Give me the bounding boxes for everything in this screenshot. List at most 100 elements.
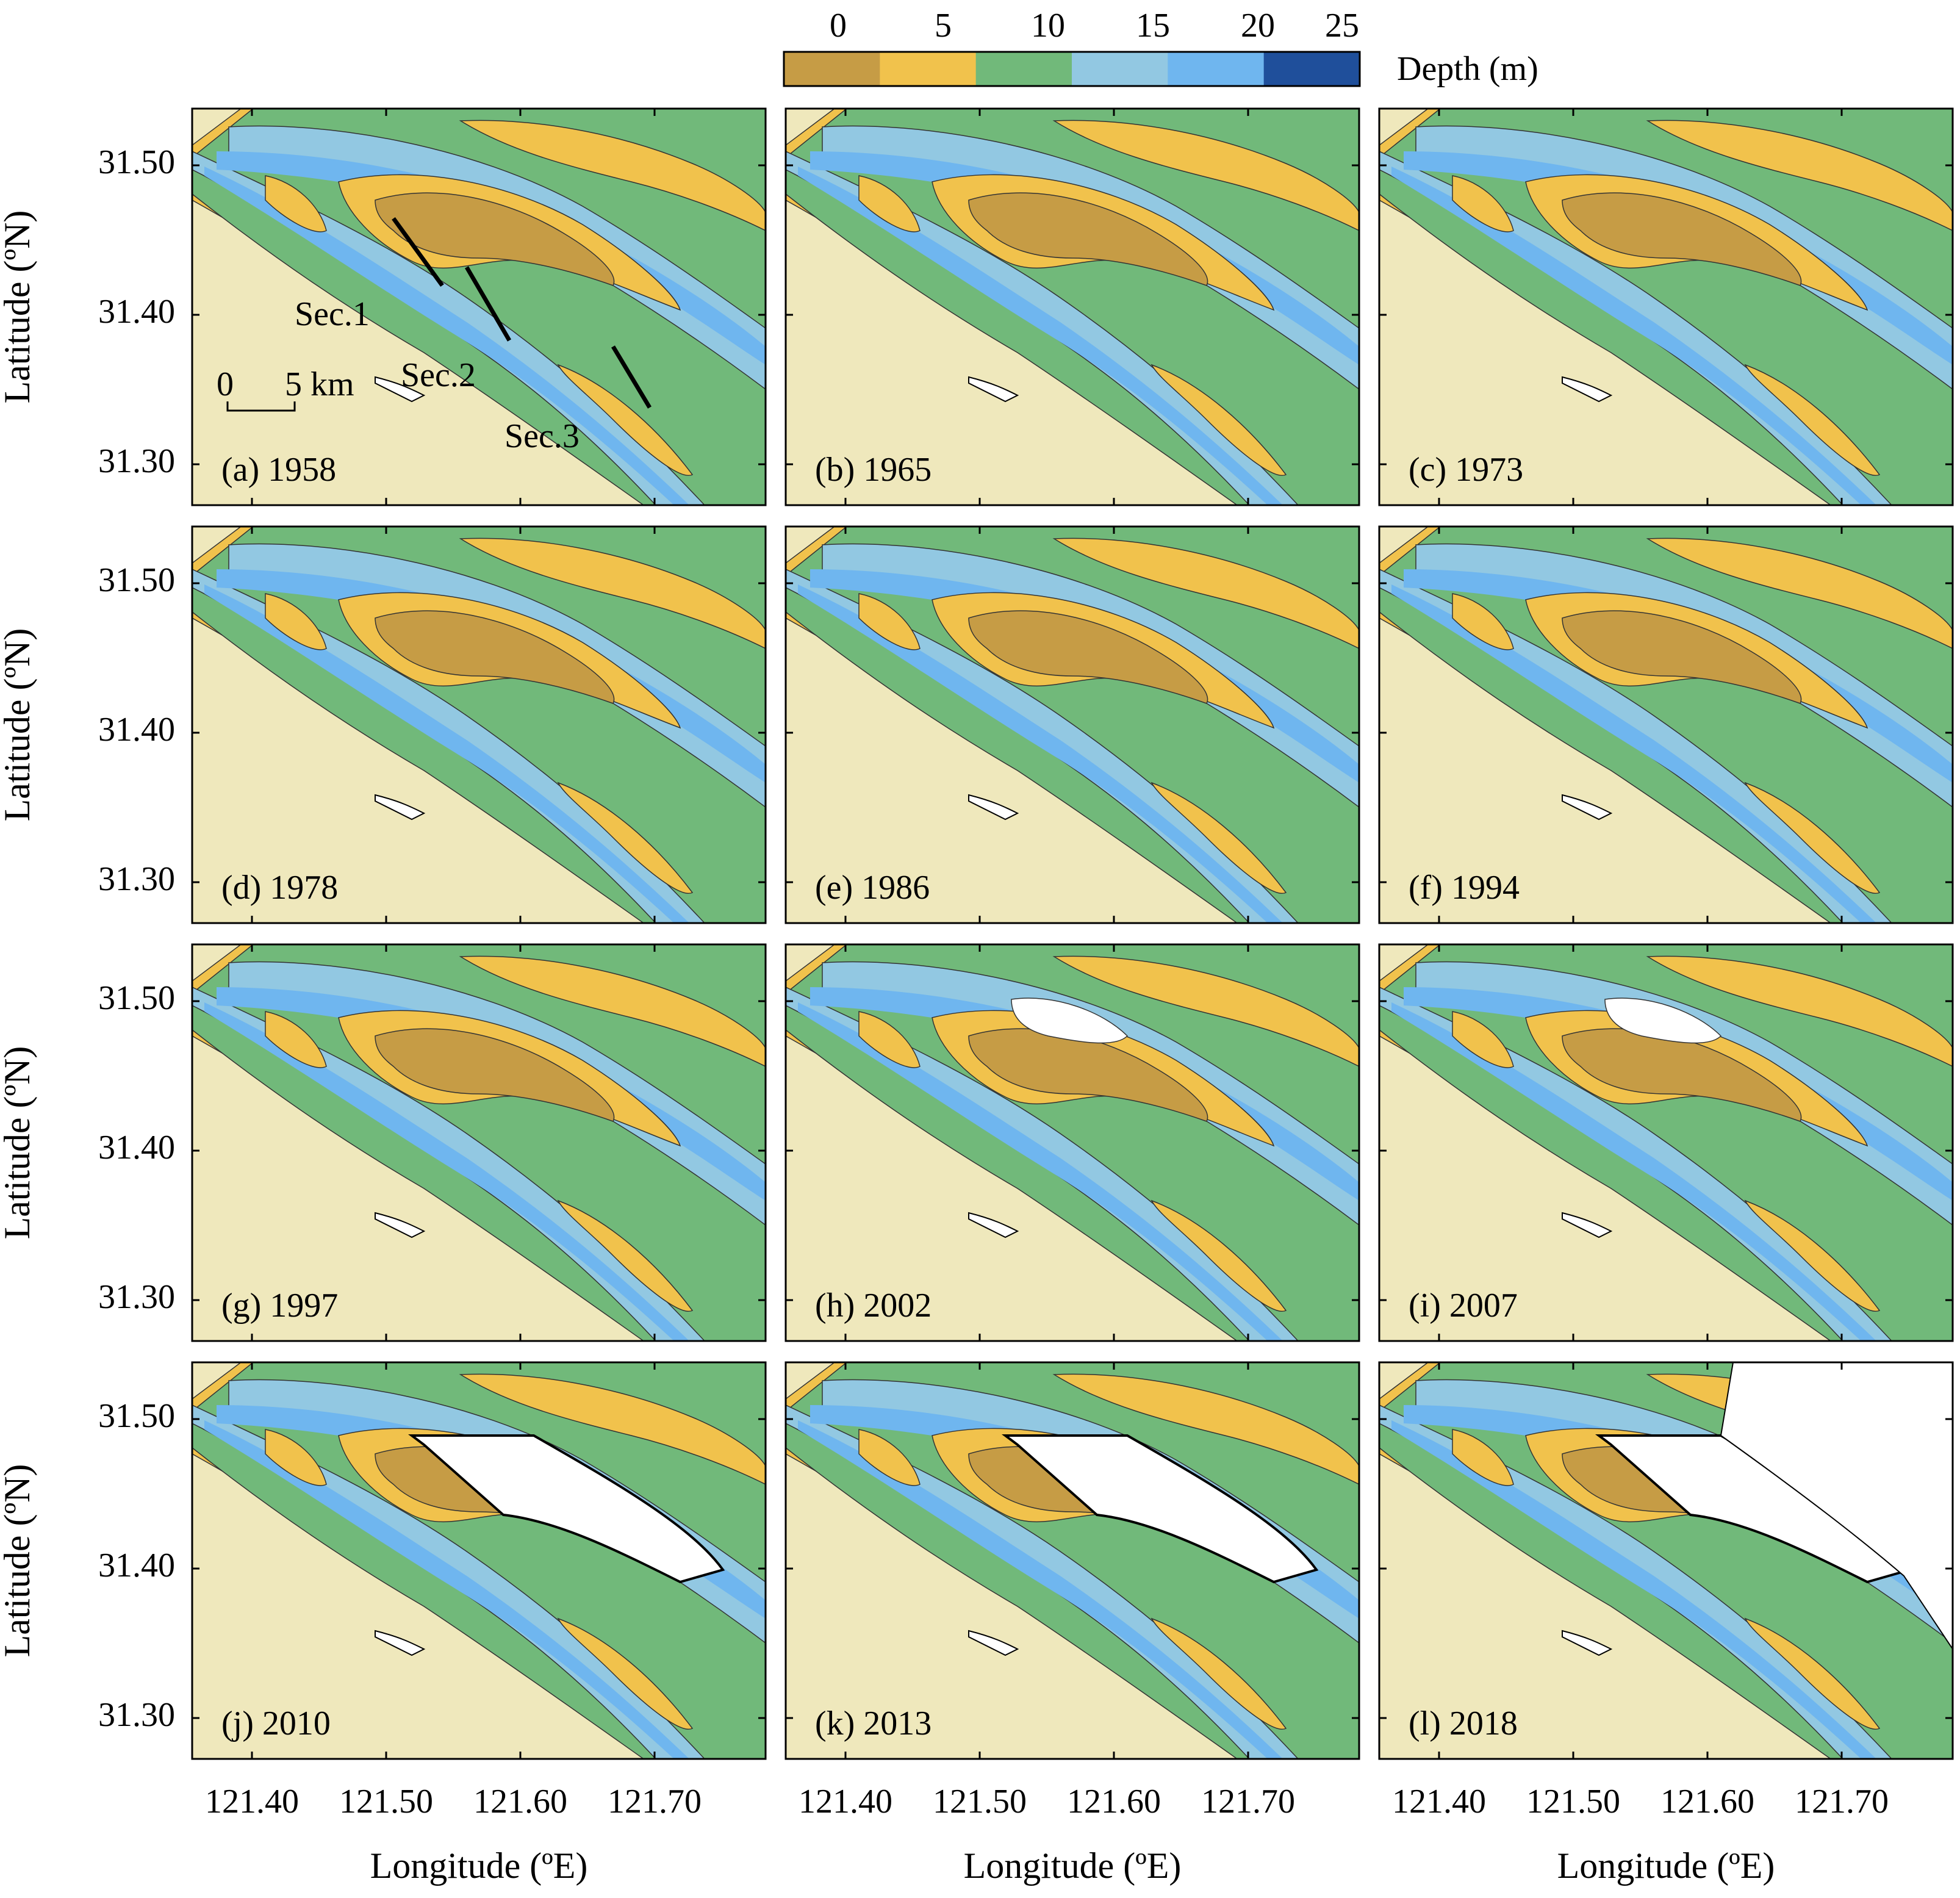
colorbar-frame — [783, 51, 1361, 87]
y-tick-label: 31.50 — [98, 143, 175, 181]
map-panel: (f) 1994 — [1378, 525, 1954, 924]
panel-frame — [784, 1361, 1360, 1760]
reclaimed-area — [1562, 794, 1613, 821]
panel-frame — [191, 1361, 767, 1760]
colorbar-bin — [784, 52, 880, 86]
x-tick-label: 121.40 — [205, 1783, 299, 1821]
map-panel: (c) 1973 — [1378, 107, 1954, 506]
reclaimed-area — [1562, 376, 1613, 403]
reclaimed-area — [1562, 1630, 1613, 1656]
panel-frame — [784, 525, 1360, 924]
map-panel: (d) 1978 31.50 31.40 31.30 — [98, 525, 767, 924]
scale-bar — [226, 401, 296, 412]
section-label: Sec.1 — [295, 295, 370, 333]
reclaimed-area — [1604, 998, 1722, 1044]
reclaimed-area — [375, 376, 426, 403]
panel-frame — [191, 943, 767, 1342]
colorbar-tick: 0 — [830, 7, 847, 45]
x-tick-label: 121.70 — [608, 1783, 702, 1821]
y-tick-label: 31.40 — [98, 711, 175, 749]
reclaimed-area — [375, 794, 426, 821]
x-tick-label: 121.40 — [1392, 1783, 1486, 1821]
colorbar-tick: 5 — [935, 7, 952, 45]
panel-label: (c) 1973 — [1409, 451, 1523, 489]
colorbar-bin — [975, 52, 1072, 86]
depth-map — [1379, 109, 1953, 505]
section-line — [392, 217, 444, 287]
reclaimed-area — [375, 1630, 426, 1656]
panel-label: (f) 1994 — [1409, 869, 1520, 907]
y-tick-label: 31.40 — [98, 293, 175, 331]
panel-frame — [191, 107, 767, 506]
panel-frame — [784, 107, 1360, 506]
panel-frame — [191, 525, 767, 924]
panel-frame — [784, 943, 1360, 1342]
x-tick-label: 121.50 — [933, 1783, 1027, 1821]
depth-map — [192, 944, 766, 1341]
panel-frame — [1378, 525, 1954, 924]
y-tick-label: 31.40 — [98, 1547, 175, 1584]
x-tick-label: 121.50 — [1526, 1783, 1620, 1821]
reclaimed-area — [1011, 998, 1129, 1044]
y-tick-label: 31.50 — [98, 561, 175, 599]
section-label: Sec.3 — [504, 417, 580, 455]
depth-map — [786, 109, 1359, 505]
panel-label: (a) 1958 — [221, 451, 336, 489]
y-axis-title: Latitude (ºN) — [0, 1464, 37, 1658]
y-axis-title: Latitude (ºN) — [0, 1046, 37, 1240]
map-panel: (a) 1958 31.50 31.40 31.30 Sec.1 Sec.2 Sec.3 0 5… — [98, 107, 767, 506]
reclaimed-area — [1562, 1212, 1613, 1238]
colorbar-tick: 25 — [1325, 7, 1359, 45]
scale-bar-label: 5 km — [285, 365, 354, 403]
colorbar-bin — [1263, 52, 1360, 86]
x-tick-label: 121.60 — [473, 1783, 567, 1821]
x-tick-label: 121.40 — [799, 1783, 892, 1821]
reclaimed-area — [968, 376, 1019, 403]
y-tick-label: 31.50 — [98, 1397, 175, 1435]
reclaimed-area — [375, 1212, 426, 1238]
panel-label: (g) 1997 — [221, 1287, 338, 1325]
scale-bar-zero: 0 — [217, 365, 234, 403]
panel-frame — [1378, 107, 1954, 506]
colorbar-tick: 20 — [1241, 7, 1275, 45]
y-tick-label: 31.30 — [98, 442, 175, 480]
map-panel: (b) 1965 — [784, 107, 1360, 506]
section-line — [611, 345, 652, 409]
colorbar-bin — [1168, 52, 1265, 86]
x-axis-title: Longitude (ºE) — [1557, 1846, 1775, 1886]
x-tick-label: 121.60 — [1660, 1783, 1754, 1821]
y-axis-title: Latitude (ºN) — [0, 628, 37, 822]
map-panel: (j) 2010 31.50 31.40 31.30 121.40 121.50 121.6… — [98, 1361, 767, 1821]
panel-frame — [1378, 943, 1954, 1342]
map-panel: (k) 2013 121.40 121.50 121.60 121.70 — [784, 1361, 1360, 1821]
y-tick-label: 31.30 — [98, 1696, 175, 1734]
reclaimed-area — [968, 794, 1019, 821]
y-tick-label: 31.40 — [98, 1129, 175, 1166]
section-label: Sec.2 — [401, 356, 476, 394]
panel-label: (j) 2010 — [221, 1705, 331, 1742]
y-tick-label: 31.30 — [98, 1278, 175, 1316]
depth-map — [1379, 944, 1953, 1341]
y-axis-title: Latitude (ºN) — [0, 210, 37, 404]
panel-label: (d) 1978 — [221, 869, 338, 907]
depth-map — [192, 109, 766, 505]
section-line — [464, 266, 512, 342]
colorbar-tick: 15 — [1136, 7, 1170, 45]
x-tick-label: 121.70 — [1795, 1783, 1889, 1821]
x-tick-label: 121.70 — [1201, 1783, 1295, 1821]
panel-label: (k) 2013 — [815, 1705, 932, 1742]
map-panel: (h) 2002 — [784, 943, 1360, 1342]
depth-map — [786, 944, 1359, 1341]
map-panel: (e) 1986 — [784, 525, 1360, 924]
x-axis-title: Longitude (ºE) — [370, 1846, 588, 1886]
x-tick-label: 121.60 — [1067, 1783, 1161, 1821]
depth-map — [192, 527, 766, 923]
reclamation-project — [1002, 1434, 1319, 1584]
map-panel: (l) 2018 121.40 121.50 121.60 121.70 — [1378, 1361, 1954, 1821]
y-tick-label: 31.30 — [98, 860, 175, 898]
map-panel: (i) 2007 — [1378, 943, 1954, 1342]
x-tick-label: 121.50 — [339, 1783, 433, 1821]
x-axis-title: Longitude (ºE) — [964, 1846, 1182, 1886]
panel-label: (b) 1965 — [815, 451, 932, 489]
